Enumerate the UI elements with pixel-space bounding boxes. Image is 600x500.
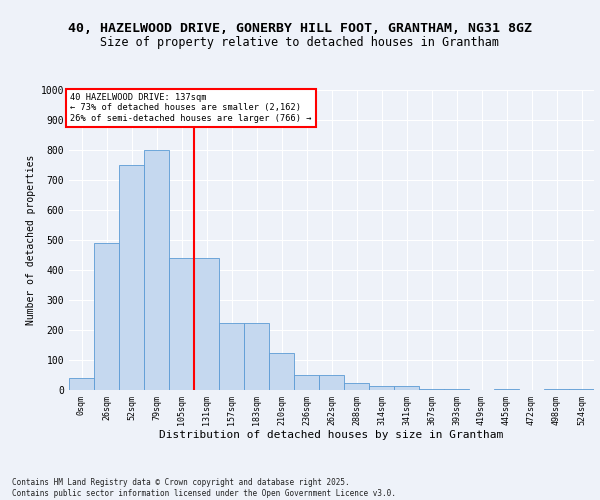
Bar	[69, 378, 94, 390]
Bar	[344, 382, 369, 390]
Bar	[144, 150, 169, 390]
Bar	[494, 388, 519, 390]
Bar	[544, 388, 569, 390]
X-axis label: Distribution of detached houses by size in Grantham: Distribution of detached houses by size …	[160, 430, 503, 440]
Y-axis label: Number of detached properties: Number of detached properties	[26, 155, 37, 325]
Bar	[194, 258, 219, 390]
Bar	[169, 258, 194, 390]
Bar	[319, 375, 344, 390]
Bar	[219, 322, 244, 390]
Bar	[244, 322, 269, 390]
Bar	[294, 375, 319, 390]
Bar	[119, 165, 144, 390]
Bar	[444, 388, 469, 390]
Bar	[269, 352, 294, 390]
Text: 40 HAZELWOOD DRIVE: 137sqm
← 73% of detached houses are smaller (2,162)
26% of s: 40 HAZELWOOD DRIVE: 137sqm ← 73% of deta…	[70, 93, 312, 123]
Bar	[369, 386, 394, 390]
Text: 40, HAZELWOOD DRIVE, GONERBY HILL FOOT, GRANTHAM, NG31 8GZ: 40, HAZELWOOD DRIVE, GONERBY HILL FOOT, …	[68, 22, 532, 36]
Text: Size of property relative to detached houses in Grantham: Size of property relative to detached ho…	[101, 36, 499, 49]
Bar	[419, 388, 444, 390]
Bar	[569, 388, 594, 390]
Bar	[94, 243, 119, 390]
Text: Contains HM Land Registry data © Crown copyright and database right 2025.
Contai: Contains HM Land Registry data © Crown c…	[12, 478, 396, 498]
Bar	[394, 386, 419, 390]
